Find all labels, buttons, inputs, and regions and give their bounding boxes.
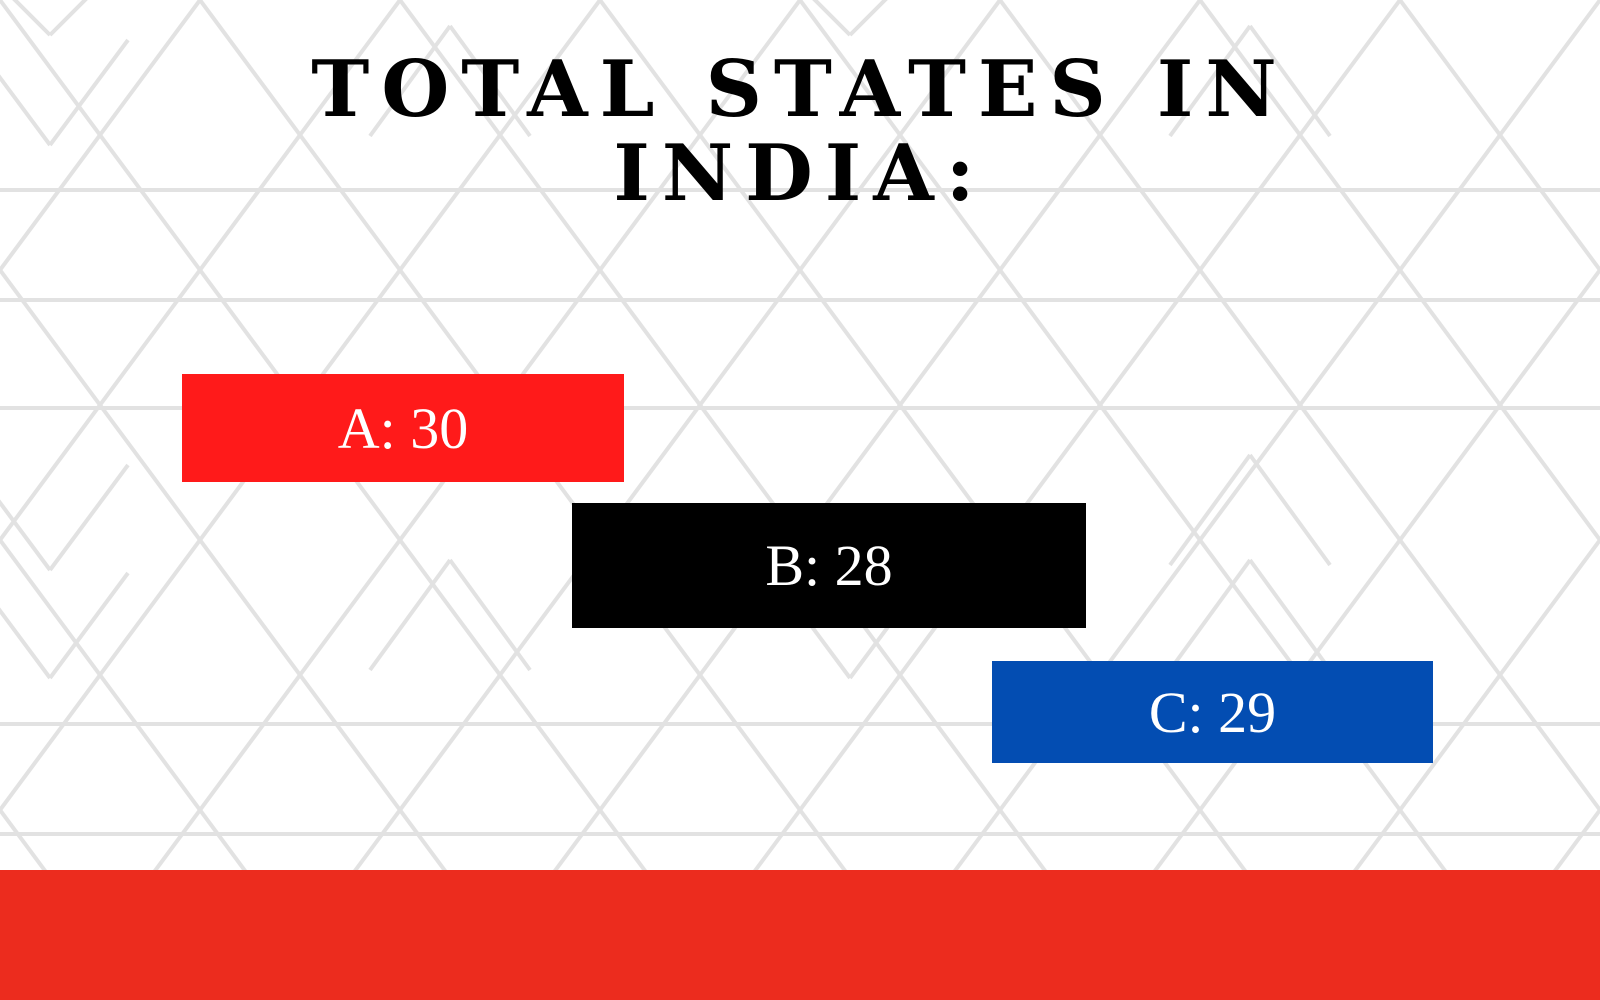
option-b-label: B: 28 — [765, 533, 893, 598]
question-title: TOTAL STATES IN INDIA: — [311, 44, 1289, 219]
option-c-button[interactable]: C: 29 — [992, 661, 1433, 763]
option-b-button[interactable]: B: 28 — [572, 503, 1086, 628]
footer-band — [0, 870, 1600, 1000]
option-a-button[interactable]: A: 30 — [182, 374, 624, 482]
option-a-label: A: 30 — [337, 395, 469, 461]
option-c-label: C: 29 — [1148, 679, 1277, 745]
